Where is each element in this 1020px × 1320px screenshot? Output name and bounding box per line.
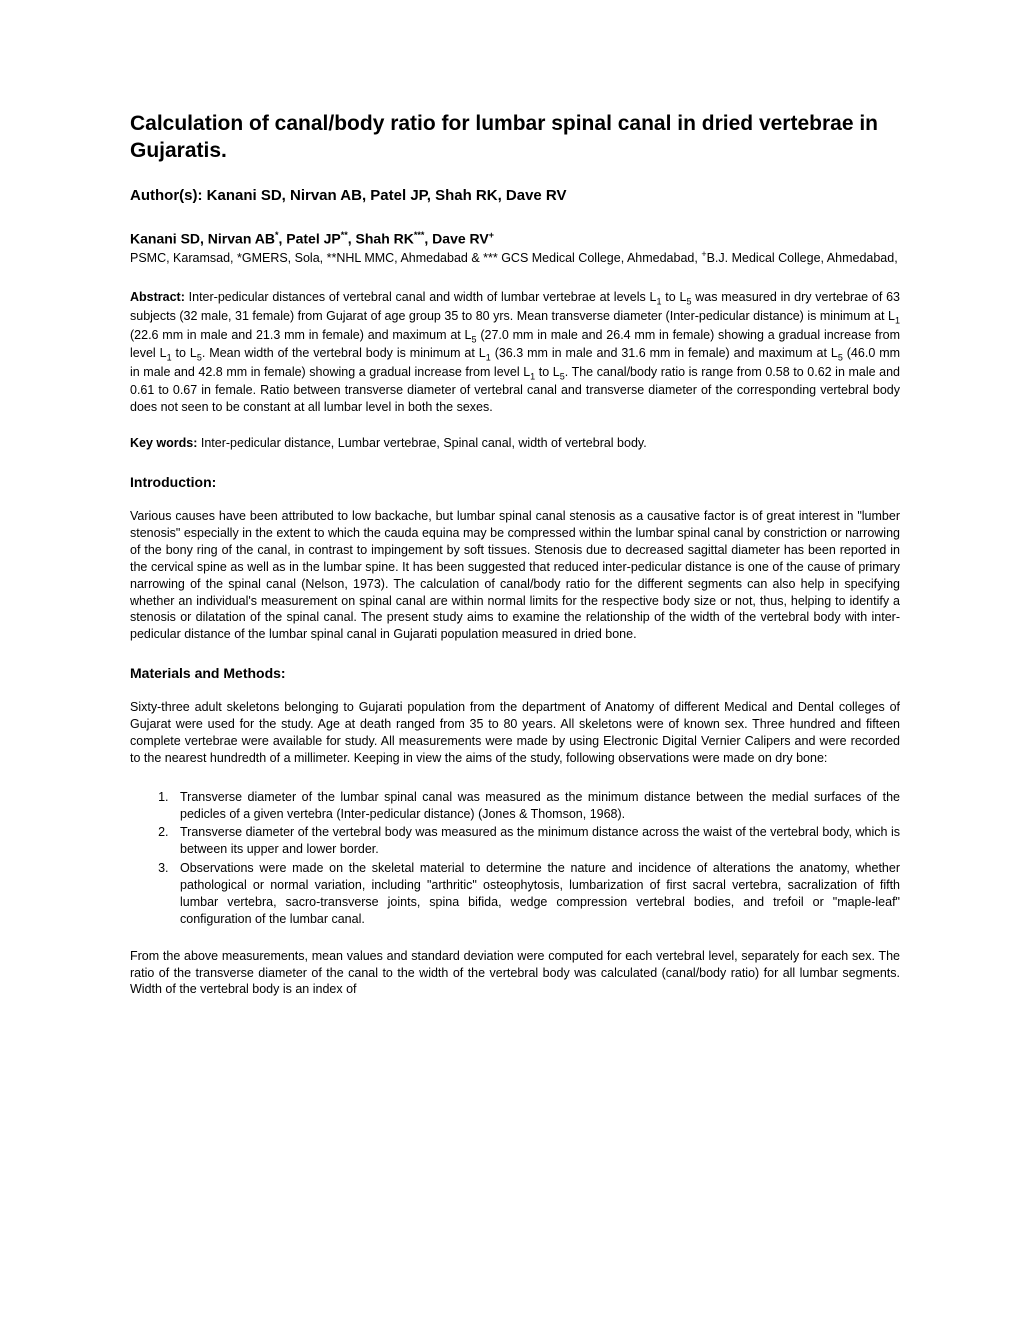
keywords-text: Inter-pedicular distance, Lumbar vertebr… [201, 436, 647, 450]
page-container: Calculation of canal/body ratio for lumb… [0, 0, 1020, 1038]
authors-label: Author(s): [130, 187, 207, 204]
abstract-label: Abstract: [130, 290, 189, 304]
paper-title: Calculation of canal/body ratio for lumb… [130, 110, 900, 165]
introduction-heading: Introduction: [130, 474, 900, 490]
affil-mark-4: + [489, 230, 494, 240]
methods-list-item-1: Transverse diameter of the lumbar spinal… [172, 789, 900, 823]
abs-1b: to L [662, 290, 687, 304]
abs-1g: . Mean width of the vertebral body is mi… [202, 346, 486, 360]
abs-1f: to L [172, 346, 197, 360]
keywords-label: Key words: [130, 436, 201, 450]
abs-1j: to L [535, 365, 560, 379]
methods-list: Transverse diameter of the lumbar spinal… [130, 789, 900, 928]
keywords: Key words: Inter-pedicular distance, Lum… [130, 436, 900, 450]
authors-with-affiliations: Kanani SD, Nirvan AB*, Patel JP**, Shah … [130, 230, 900, 247]
abstract: Abstract: Inter-pedicular distances of v… [130, 289, 900, 416]
abs-1d: (22.6 mm in male and 21.3 mm in female) … [130, 328, 472, 342]
auth-seg-3: , Shah RK [348, 230, 414, 246]
abs-sub3: 1 [895, 315, 900, 325]
methods-heading: Materials and Methods: [130, 665, 900, 681]
methods-paragraph-1: Sixty-three adult skeletons belonging to… [130, 699, 900, 767]
affil-tail: B.J. Medical College, Ahmedabad, [707, 251, 898, 265]
affiliations: PSMC, Karamsad, *GMERS, Sola, **NHL MMC,… [130, 248, 900, 267]
abs-1h: (36.3 mm in male and 31.6 mm in female) … [491, 346, 838, 360]
introduction-text: Various causes have been attributed to l… [130, 508, 900, 643]
methods-list-item-2: Transverse diameter of the vertebral bod… [172, 824, 900, 858]
affil-text: PSMC, Karamsad, *GMERS, Sola, **NHL MMC,… [130, 251, 701, 265]
authors-line: Author(s): Kanani SD, Nirvan AB, Patel J… [130, 187, 900, 204]
authors-names: Kanani SD, Nirvan AB, Patel JP, Shah RK,… [207, 187, 567, 204]
methods-list-item-3: Observations were made on the skeletal m… [172, 860, 900, 928]
auth-seg-4: , Dave RV [424, 230, 488, 246]
affil-mark-2: ** [341, 230, 348, 240]
auth-seg-2: , Patel JP [278, 230, 340, 246]
abs-1a: Inter-pedicular distances of vertebral c… [189, 290, 657, 304]
methods-paragraph-2: From the above measurements, mean values… [130, 948, 900, 999]
auth-seg-1: Kanani SD, Nirvan AB [130, 230, 275, 246]
affil-mark-3: *** [414, 230, 425, 240]
